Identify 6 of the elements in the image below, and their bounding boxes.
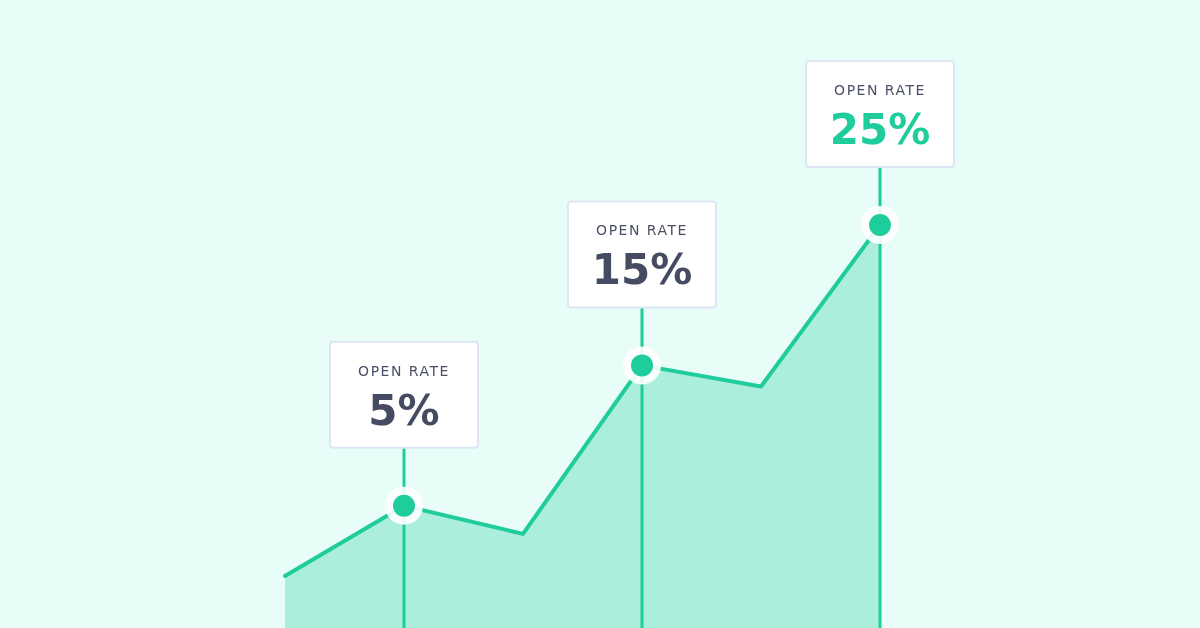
- data-label: 25%: [829, 105, 931, 154]
- text: OPEN RATE: [834, 82, 926, 98]
- annotation: OPEN RATE: [358, 362, 450, 379]
- data-label: 15%: [591, 245, 693, 295]
- annotation: OPEN RATE: [596, 222, 688, 239]
- data-label: 5%: [368, 385, 440, 435]
